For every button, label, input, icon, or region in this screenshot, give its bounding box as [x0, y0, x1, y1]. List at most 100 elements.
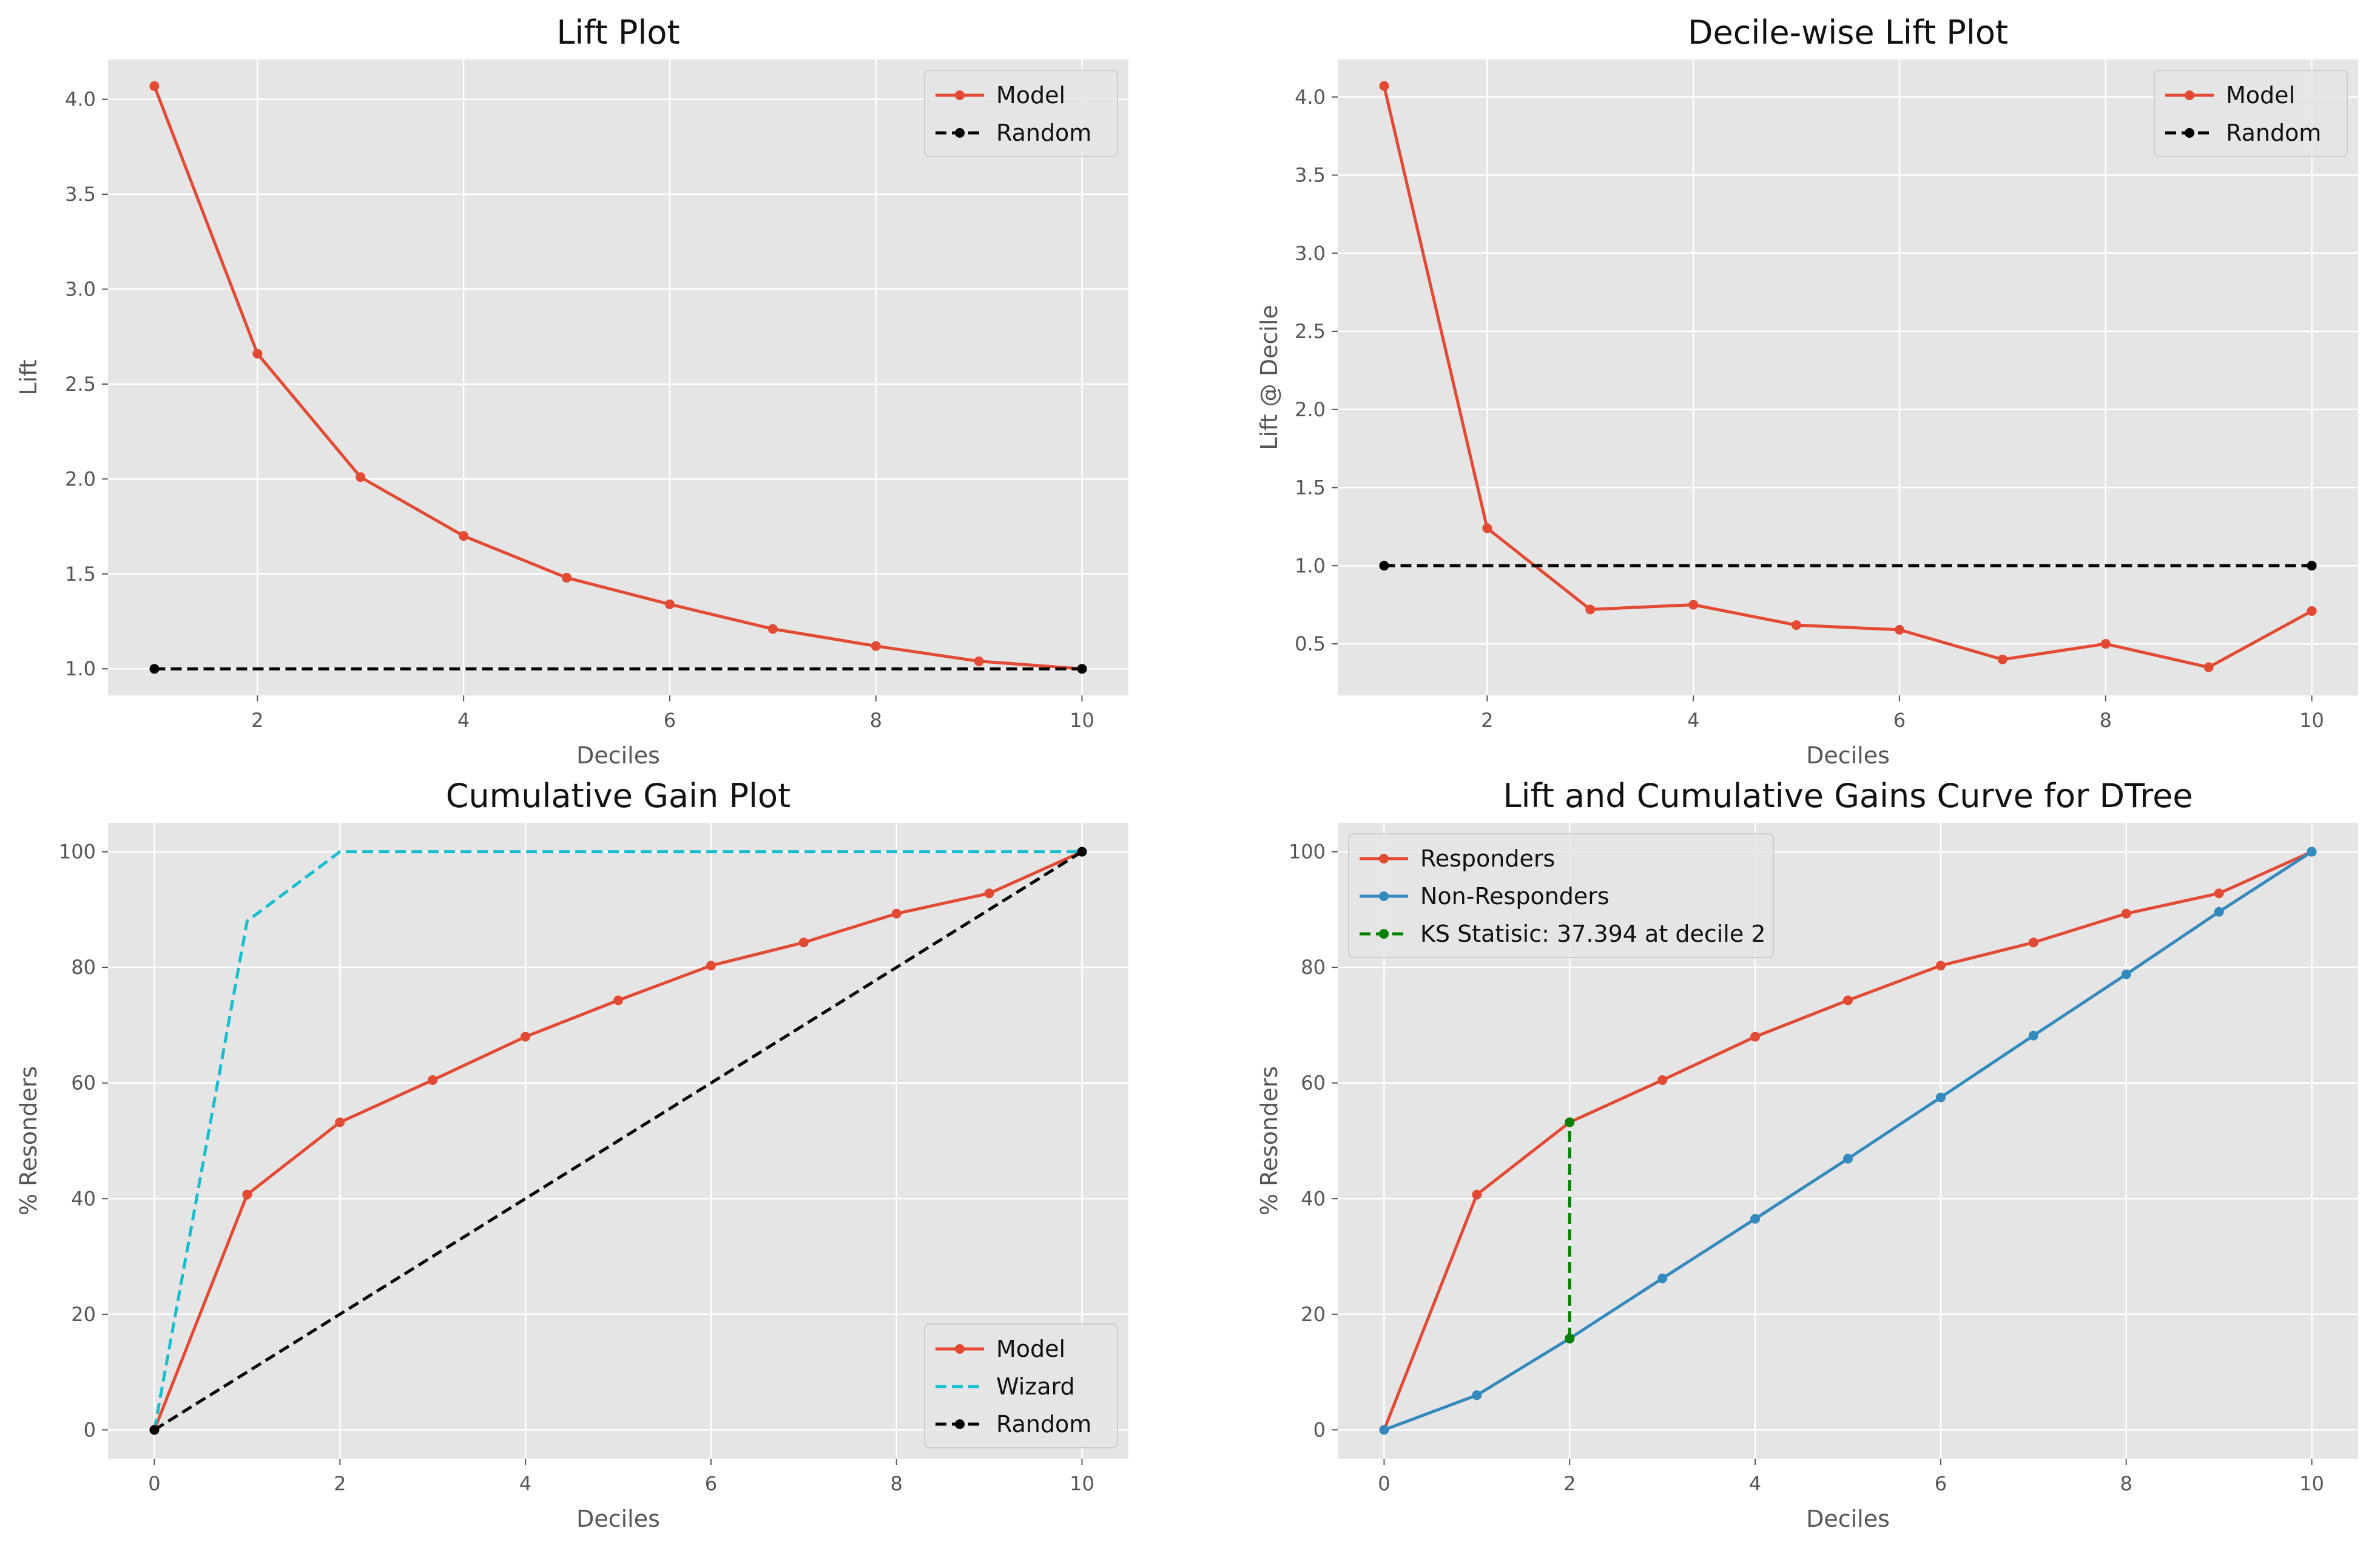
y-tick-label: 3.5: [1295, 164, 1326, 187]
legend: Model Random: [2154, 70, 2348, 157]
series-line: [1383, 86, 2313, 669]
y-tick-label: 3.0: [65, 278, 96, 301]
x-tick-label: 4: [1687, 709, 1699, 732]
data-point: [706, 961, 716, 971]
x-tick-label: 8: [891, 1472, 903, 1495]
legend-label: Model: [996, 1336, 1065, 1362]
data-point: [1657, 1075, 1668, 1085]
y-tick-label: 40: [1301, 1187, 1326, 1210]
chart-title: Decile-wise Lift Plot: [1688, 13, 2008, 52]
data-point: [1077, 664, 1087, 674]
x-tick-label: 2: [334, 1472, 346, 1495]
legend-label: Model: [996, 82, 1065, 109]
data-point: [1379, 561, 1389, 571]
legend-label: Model: [2226, 82, 2295, 109]
plot-area: [1338, 59, 2358, 695]
data-point: [1482, 523, 1492, 533]
y-tick-label: 0.5: [1295, 632, 1326, 655]
legend-box: [2154, 70, 2348, 157]
x-tick-label: 10: [1070, 709, 1094, 732]
data-point: [1379, 81, 1389, 91]
x-tick-label: 10: [1070, 1472, 1094, 1495]
data-point: [2100, 639, 2111, 649]
data-point: [664, 599, 675, 609]
data-point: [2121, 908, 2131, 919]
data-point: [428, 1075, 438, 1085]
data-point: [521, 1032, 531, 1042]
data-point: [252, 348, 263, 359]
data-point: [1472, 1390, 1482, 1401]
legend-marker: [955, 90, 965, 100]
x-tick-label: 0: [148, 1472, 160, 1495]
data-point: [1565, 1333, 1575, 1343]
y-tick-label: 100: [59, 840, 96, 863]
y-tick-label: 100: [1289, 840, 1326, 863]
x-tick-label: 8: [2120, 1472, 2132, 1495]
legend-box: [924, 1323, 1118, 1448]
data-point: [1843, 995, 1853, 1005]
legend-marker: [1379, 929, 1389, 939]
series-line: [152, 850, 1082, 1430]
data-point: [149, 664, 160, 674]
x-axis-label: Deciles: [576, 1505, 660, 1532]
legend-label: Random: [2226, 120, 2321, 146]
data-point: [1750, 1214, 1761, 1224]
x-tick-label: 0: [1378, 1472, 1390, 1495]
y-tick-label: 2.0: [1295, 398, 1326, 421]
legend-label: Random: [996, 1411, 1091, 1438]
legend-marker: [2185, 128, 2194, 138]
x-tick-label: 6: [664, 709, 676, 732]
x-tick-label: 4: [519, 1472, 531, 1495]
data-point: [1792, 620, 1802, 630]
series-line: [153, 85, 1082, 671]
x-tick-label: 6: [1935, 1472, 1947, 1495]
legend-marker: [955, 1419, 965, 1429]
chart-panel: 2 4 6 8 10 0.5 1.0 1.5 2.0 2.5 3.0 3.5 4.0 Decile-wis…: [1256, 13, 2358, 769]
y-axis-label: Lift @ Decile: [1256, 305, 1283, 450]
y-tick-label: 0: [84, 1418, 96, 1441]
data-point: [1077, 846, 1087, 857]
legend-marker: [2185, 90, 2194, 100]
data-point: [871, 641, 881, 651]
data-point: [1585, 604, 1596, 615]
legend-label: Non-Responders: [1420, 883, 1610, 910]
data-point: [2214, 888, 2224, 899]
x-tick-label: 2: [1563, 1472, 1576, 1495]
y-tick-label: 20: [71, 1303, 96, 1326]
data-point: [984, 888, 994, 899]
legend-label: Wizard: [996, 1373, 1075, 1400]
x-tick-label: 8: [2100, 709, 2112, 732]
y-tick-label: 80: [71, 956, 96, 979]
data-point: [335, 1117, 345, 1127]
legend-label: KS Statisic: 37.394 at decile 2: [1420, 921, 1765, 947]
y-tick-label: 4.0: [1295, 86, 1326, 109]
y-axis-label: % Resonders: [1256, 1066, 1283, 1215]
y-tick-label: 60: [71, 1072, 96, 1095]
y-tick-label: 1.0: [65, 657, 96, 680]
series-line: [153, 850, 1083, 1431]
data-point: [974, 656, 984, 666]
data-point: [1565, 1117, 1575, 1127]
x-tick-label: 2: [251, 709, 263, 732]
legend-marker: [1379, 854, 1389, 863]
data-point: [1894, 624, 1904, 635]
y-tick-label: 40: [71, 1187, 96, 1210]
data-point: [2028, 1030, 2038, 1041]
data-point: [1935, 961, 1946, 971]
data-point: [2307, 561, 2317, 571]
data-point: [1688, 600, 1699, 610]
x-axis-label: Deciles: [1806, 1505, 1890, 1532]
data-point: [2214, 907, 2224, 917]
data-point: [2307, 846, 2317, 857]
data-point: [1472, 1189, 1482, 1200]
x-tick-label: 10: [2299, 709, 2324, 732]
legend-label: Random: [996, 120, 1091, 146]
y-tick-label: 2.0: [65, 467, 96, 490]
legend-label: Responders: [1420, 845, 1555, 872]
x-tick-label: 6: [705, 1472, 717, 1495]
chart-title: Cumulative Gain Plot: [446, 777, 791, 815]
x-tick-label: 8: [870, 709, 882, 732]
